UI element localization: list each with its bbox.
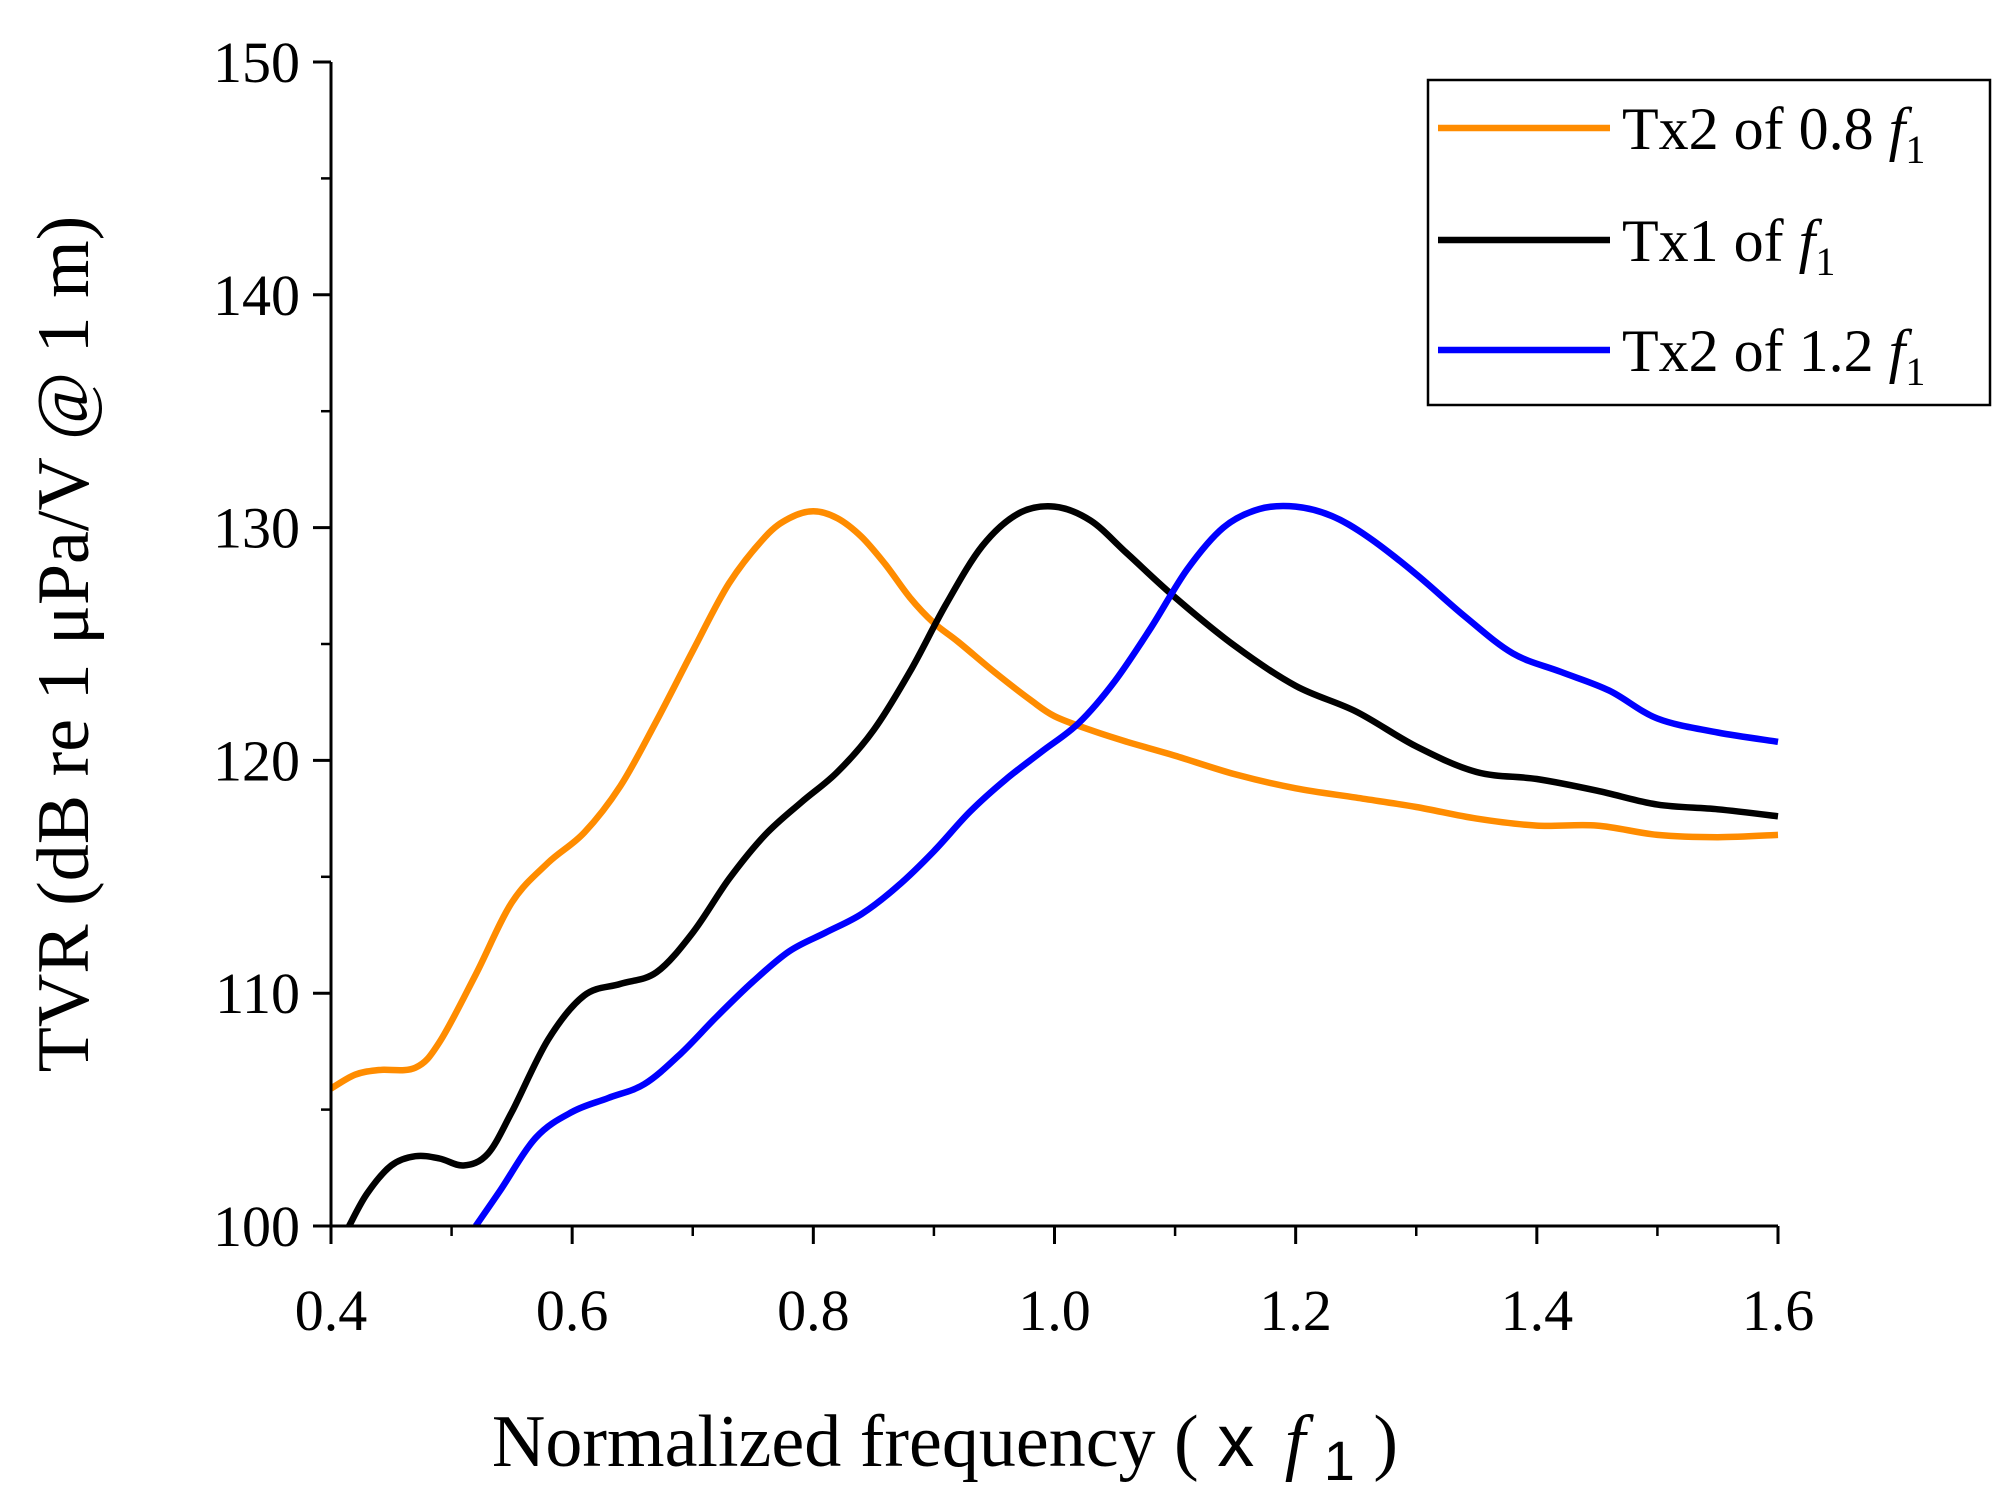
y-tick-label: 110	[215, 961, 300, 1026]
x-tick-label: 0.8	[777, 1278, 850, 1343]
x-tick-label: 1.0	[1018, 1278, 1091, 1343]
legend-label: Tx2 of 0.8 f1	[1622, 96, 1925, 172]
y-tick-label: 150	[213, 30, 300, 95]
series-layer	[330, 502, 1779, 1225]
x-axis-title-close: )	[1373, 1401, 1398, 1483]
legend-item-3: Tx2 of 1.2 f1	[1438, 318, 1925, 394]
y-tick-label: 130	[213, 496, 300, 561]
legend-label-text: Tx2 of 0.8	[1622, 96, 1889, 162]
y-tick-label: 140	[213, 263, 300, 328]
x-axis-title-text: Normalized frequency (	[492, 1401, 1199, 1483]
x-tick-label: 1.2	[1259, 1278, 1332, 1343]
legend-label-sub: 1	[1905, 127, 1925, 172]
x-axis-title-sub: 1	[1324, 1429, 1355, 1492]
x-axis-title-var: f	[1285, 1401, 1315, 1483]
x-tick-label: 0.6	[536, 1278, 609, 1343]
legend-label-text: Tx2 of 1.2	[1622, 318, 1889, 384]
y-tick-label: 120	[213, 728, 300, 793]
series-line-3	[473, 502, 1779, 1225]
legend: Tx2 of 0.8 f1 Tx1 of f1 Tx2 of 1.2 f1	[1426, 78, 1992, 407]
legend-item-2: Tx1 of f1	[1438, 208, 1835, 284]
x-tick-label: 1.4	[1501, 1278, 1574, 1343]
x-tick-label: 1.6	[1742, 1278, 1815, 1343]
legend-item-1: Tx2 of 0.8 f1	[1438, 96, 1925, 172]
legend-label-sub: 1	[1815, 239, 1835, 284]
legend-label-sub: 1	[1905, 349, 1925, 394]
x-axis-title: Normalized frequency ( x f 1 )	[492, 1399, 1398, 1497]
y-tick-label: 100	[213, 1194, 300, 1259]
x-tick-label: 0.4	[295, 1278, 368, 1343]
legend-label: Tx2 of 1.2 f1	[1622, 318, 1925, 394]
legend-label: Tx1 of f1	[1622, 208, 1835, 284]
y-axis-title: TVR (dB re 1 μPa/V @ 1 m)	[23, 216, 105, 1073]
x-axis-title-symbol: x	[1217, 1399, 1254, 1482]
ticks-layer: 0.4 0.6 0.8 1.0 1.2 1.4 1.6 100 110 120 130 140 150	[213, 30, 1814, 1343]
series-line-1	[330, 508, 1779, 1092]
series-line-2	[346, 503, 1779, 1225]
legend-label-text: Tx1 of	[1622, 208, 1799, 274]
